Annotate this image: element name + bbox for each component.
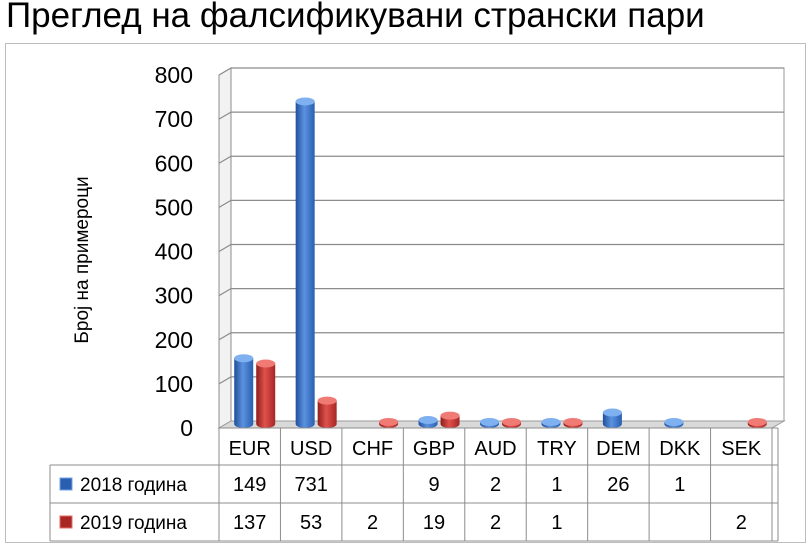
gridline bbox=[218, 67, 784, 76]
bar-2018 година-USD bbox=[295, 97, 315, 428]
bar-2019 година-AUD bbox=[502, 418, 521, 428]
bar-2019 година-GBP bbox=[440, 411, 460, 428]
x-tick-label: CHF bbox=[352, 438, 393, 460]
gridline bbox=[218, 199, 784, 208]
bar-cap bbox=[418, 416, 438, 425]
gridline bbox=[218, 332, 784, 341]
data-table-cell: 731 bbox=[294, 474, 327, 496]
legend-label: 2018 година bbox=[80, 475, 187, 496]
data-table-cell: 149 bbox=[233, 474, 266, 496]
data-table-cell: 26 bbox=[607, 474, 629, 496]
x-tick-label: GBP bbox=[413, 438, 455, 460]
legend-key bbox=[59, 515, 73, 529]
y-tick-label: 800 bbox=[155, 62, 193, 88]
data-table-cell: 53 bbox=[300, 512, 322, 534]
bar-cap bbox=[440, 411, 460, 420]
bar-cap bbox=[317, 396, 337, 405]
data-table-cell: 1 bbox=[551, 474, 562, 496]
y-tick-label: 400 bbox=[155, 239, 193, 265]
bar-2019 година-CHF bbox=[379, 418, 399, 428]
y-tick-label: 600 bbox=[155, 150, 193, 176]
x-tick-label: EUR bbox=[229, 438, 271, 460]
bar-cap bbox=[747, 418, 767, 426]
bar-2018 година-DEM bbox=[602, 408, 622, 428]
bar-cap bbox=[664, 418, 684, 426]
gridline bbox=[218, 111, 784, 120]
bar-cap bbox=[602, 408, 622, 417]
x-tick-label: AUD bbox=[474, 438, 516, 460]
gridline bbox=[218, 376, 784, 385]
bar-body bbox=[256, 363, 276, 428]
bar-body bbox=[234, 358, 254, 428]
bar-2018 година-TRY bbox=[541, 418, 561, 428]
x-tick-label: DKK bbox=[659, 438, 701, 460]
y-tick-label: 300 bbox=[155, 283, 193, 309]
data-table-cell: 2 bbox=[367, 512, 378, 534]
x-tick-label: SEK bbox=[721, 438, 762, 460]
bar-cap bbox=[502, 418, 521, 426]
legend-key bbox=[59, 477, 73, 491]
bar-2018 година-DKK bbox=[664, 418, 684, 428]
data-table-cell: 9 bbox=[428, 474, 439, 496]
bar-body bbox=[317, 400, 337, 428]
bar-cap bbox=[563, 418, 583, 426]
y-tick-label: 500 bbox=[155, 194, 193, 220]
y-tick-label: 100 bbox=[155, 371, 193, 397]
data-table-cell: 2 bbox=[736, 512, 747, 534]
bar-2019 година-EUR bbox=[256, 359, 276, 428]
bar-2018 година-EUR bbox=[234, 354, 254, 428]
bar-cap bbox=[379, 418, 399, 426]
y-tick-label: 0 bbox=[180, 415, 193, 441]
bar-cap bbox=[295, 97, 315, 106]
data-table-cell: 2 bbox=[490, 474, 501, 496]
bar-2019 година-TRY bbox=[563, 418, 583, 428]
x-tick-label: TRY bbox=[537, 438, 577, 460]
x-tick-label: USD bbox=[290, 438, 332, 460]
bar-body bbox=[602, 412, 622, 428]
bar-cap bbox=[256, 359, 276, 368]
gridline bbox=[218, 155, 784, 164]
y-tick-label: 200 bbox=[155, 327, 193, 353]
gridline bbox=[218, 288, 784, 297]
legend-label: 2019 година bbox=[80, 513, 187, 534]
y-axis-label: Број на примероци bbox=[72, 176, 93, 343]
chart-frame bbox=[5, 43, 806, 543]
data-table-cell: 1 bbox=[551, 512, 562, 534]
bar-cap bbox=[234, 354, 254, 363]
gridline bbox=[218, 243, 784, 253]
bar-2019 година-USD bbox=[317, 396, 337, 428]
chart-title: Преглед на фалсификувани странски пари bbox=[6, 0, 705, 35]
x-tick-label: DEM bbox=[596, 438, 640, 460]
bar-2018 година-AUD bbox=[480, 418, 499, 428]
data-table-cell: 137 bbox=[233, 512, 266, 534]
bar-cap bbox=[480, 418, 499, 426]
data-table-cell: 19 bbox=[423, 512, 445, 534]
bar-body bbox=[295, 101, 315, 428]
y-tick-label: 700 bbox=[155, 106, 193, 132]
data-table-cell: 2 bbox=[490, 512, 501, 534]
data-table-cell: 1 bbox=[674, 474, 685, 496]
bar-cap bbox=[541, 418, 561, 426]
bar-2019 година-SEK bbox=[747, 418, 767, 428]
bar-2018 година-GBP bbox=[418, 416, 438, 428]
